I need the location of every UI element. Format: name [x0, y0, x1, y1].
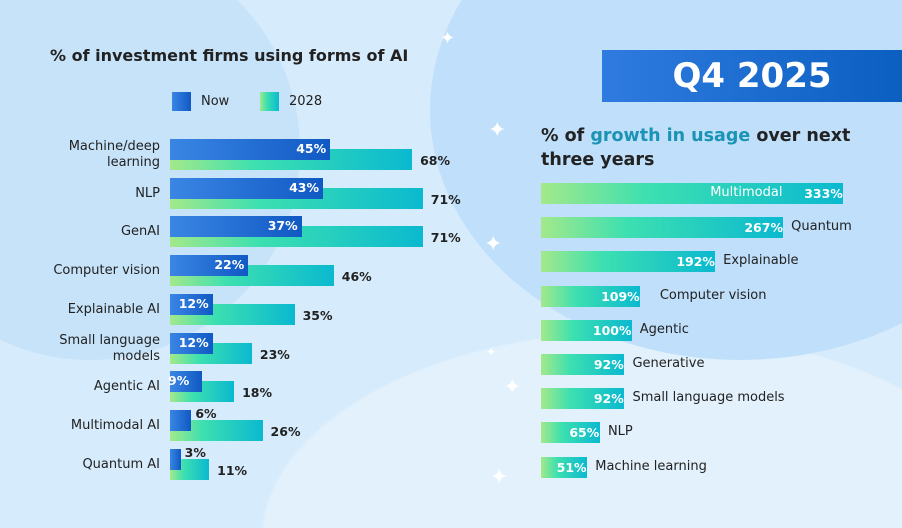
growth-value: 51%	[556, 459, 587, 475]
growth-label: Small language models	[632, 390, 785, 406]
growth-label: Generative	[632, 356, 705, 371]
bar-now	[170, 371, 203, 393]
value-2028: 26%	[270, 423, 301, 439]
growth-value: 109%	[601, 288, 640, 304]
growth-value: 333%	[804, 186, 843, 201]
value-now: 12%	[178, 295, 209, 311]
bar-now	[170, 255, 249, 277]
sparkle-icon: ✦	[503, 375, 522, 400]
category-label: NLP	[135, 185, 160, 201]
category-label: Multimodal AI	[70, 417, 160, 433]
growth-value: 267%	[744, 220, 783, 236]
value-2028: 35%	[302, 307, 333, 323]
growth-bar	[541, 388, 625, 410]
quarter-badge: Q4 2025	[602, 50, 902, 102]
category-label: Agentic AI	[93, 379, 160, 395]
sparkle-icon: ✦	[490, 465, 509, 490]
bar-now	[170, 409, 192, 431]
title-highlight: growth in usage	[590, 126, 751, 146]
growth-bar	[541, 183, 844, 204]
sparkle-icon: ✦	[488, 118, 507, 143]
growth-value: 192%	[676, 254, 715, 270]
growth-label: Machine learning	[595, 458, 707, 474]
category-label: GenAI	[120, 224, 160, 240]
growth-label: Computer vision	[659, 287, 767, 303]
value-now: 37%	[267, 218, 298, 234]
growth-value: 65%	[569, 425, 600, 441]
value-2028: 68%	[420, 153, 450, 168]
category-label: Quantum AI	[82, 456, 160, 472]
title-part: % of	[541, 126, 591, 146]
growth-bar	[541, 319, 632, 341]
legend-swatch-2028	[260, 92, 279, 111]
growth-label: NLP	[607, 424, 633, 440]
growth-bar	[541, 456, 588, 478]
bar-now	[170, 448, 181, 470]
category-label: Explainable AI	[67, 301, 160, 317]
bar-now	[170, 332, 213, 354]
growth-bar	[541, 354, 625, 375]
bar-now	[170, 216, 302, 238]
value-now: 22%	[214, 257, 245, 273]
category-label: Small language models	[59, 332, 160, 364]
value-now: 9%	[168, 373, 190, 389]
growth-value: 100%	[592, 322, 632, 338]
value-now: 3%	[184, 444, 206, 460]
right-chart-title: % of growth in usage over next three yea…	[541, 124, 871, 172]
value-2028: 23%	[259, 346, 290, 362]
growth-label: Multimodal	[710, 185, 783, 200]
sparkle-icon: ✦	[486, 345, 497, 359]
value-2028: 71%	[430, 191, 461, 207]
category-label: Computer vision	[53, 263, 160, 279]
sparkle-icon: ✦	[484, 232, 503, 257]
value-2028: 46%	[341, 269, 372, 285]
legend-swatch-now	[172, 92, 191, 111]
value-2028: 11%	[217, 462, 248, 478]
value-2028: 71%	[430, 230, 461, 246]
value-now: 45%	[296, 141, 327, 156]
value-now: 43%	[289, 179, 319, 195]
growth-bar	[541, 217, 784, 239]
category-label: Machine/deep learning	[68, 139, 160, 170]
bar-now	[170, 177, 324, 199]
legend-2028: 2028	[260, 92, 322, 111]
growth-bar	[541, 422, 600, 444]
growth-value: 92%	[593, 391, 624, 407]
growth-bar	[541, 285, 640, 307]
growth-bar	[541, 251, 716, 273]
growth-value: 92%	[593, 357, 624, 372]
bar-2028	[170, 419, 263, 441]
left-chart-title: % of investment firms using forms of AI	[50, 46, 409, 65]
legend-label-now: Now	[201, 94, 230, 109]
growth-label: Quantum	[791, 219, 852, 235]
value-2028: 18%	[242, 385, 272, 401]
legend-label-2028: 2028	[289, 94, 323, 109]
legend-now: Now	[172, 92, 229, 111]
value-now: 12%	[178, 334, 209, 350]
value-now: 6%	[195, 405, 217, 421]
bar-now	[170, 293, 213, 315]
title-part: over next three years	[541, 126, 851, 170]
sparkle-icon: ✦	[440, 28, 456, 49]
bar-now	[170, 139, 331, 160]
growth-label: Agentic	[639, 321, 689, 337]
growth-label: Explainable	[723, 253, 799, 269]
